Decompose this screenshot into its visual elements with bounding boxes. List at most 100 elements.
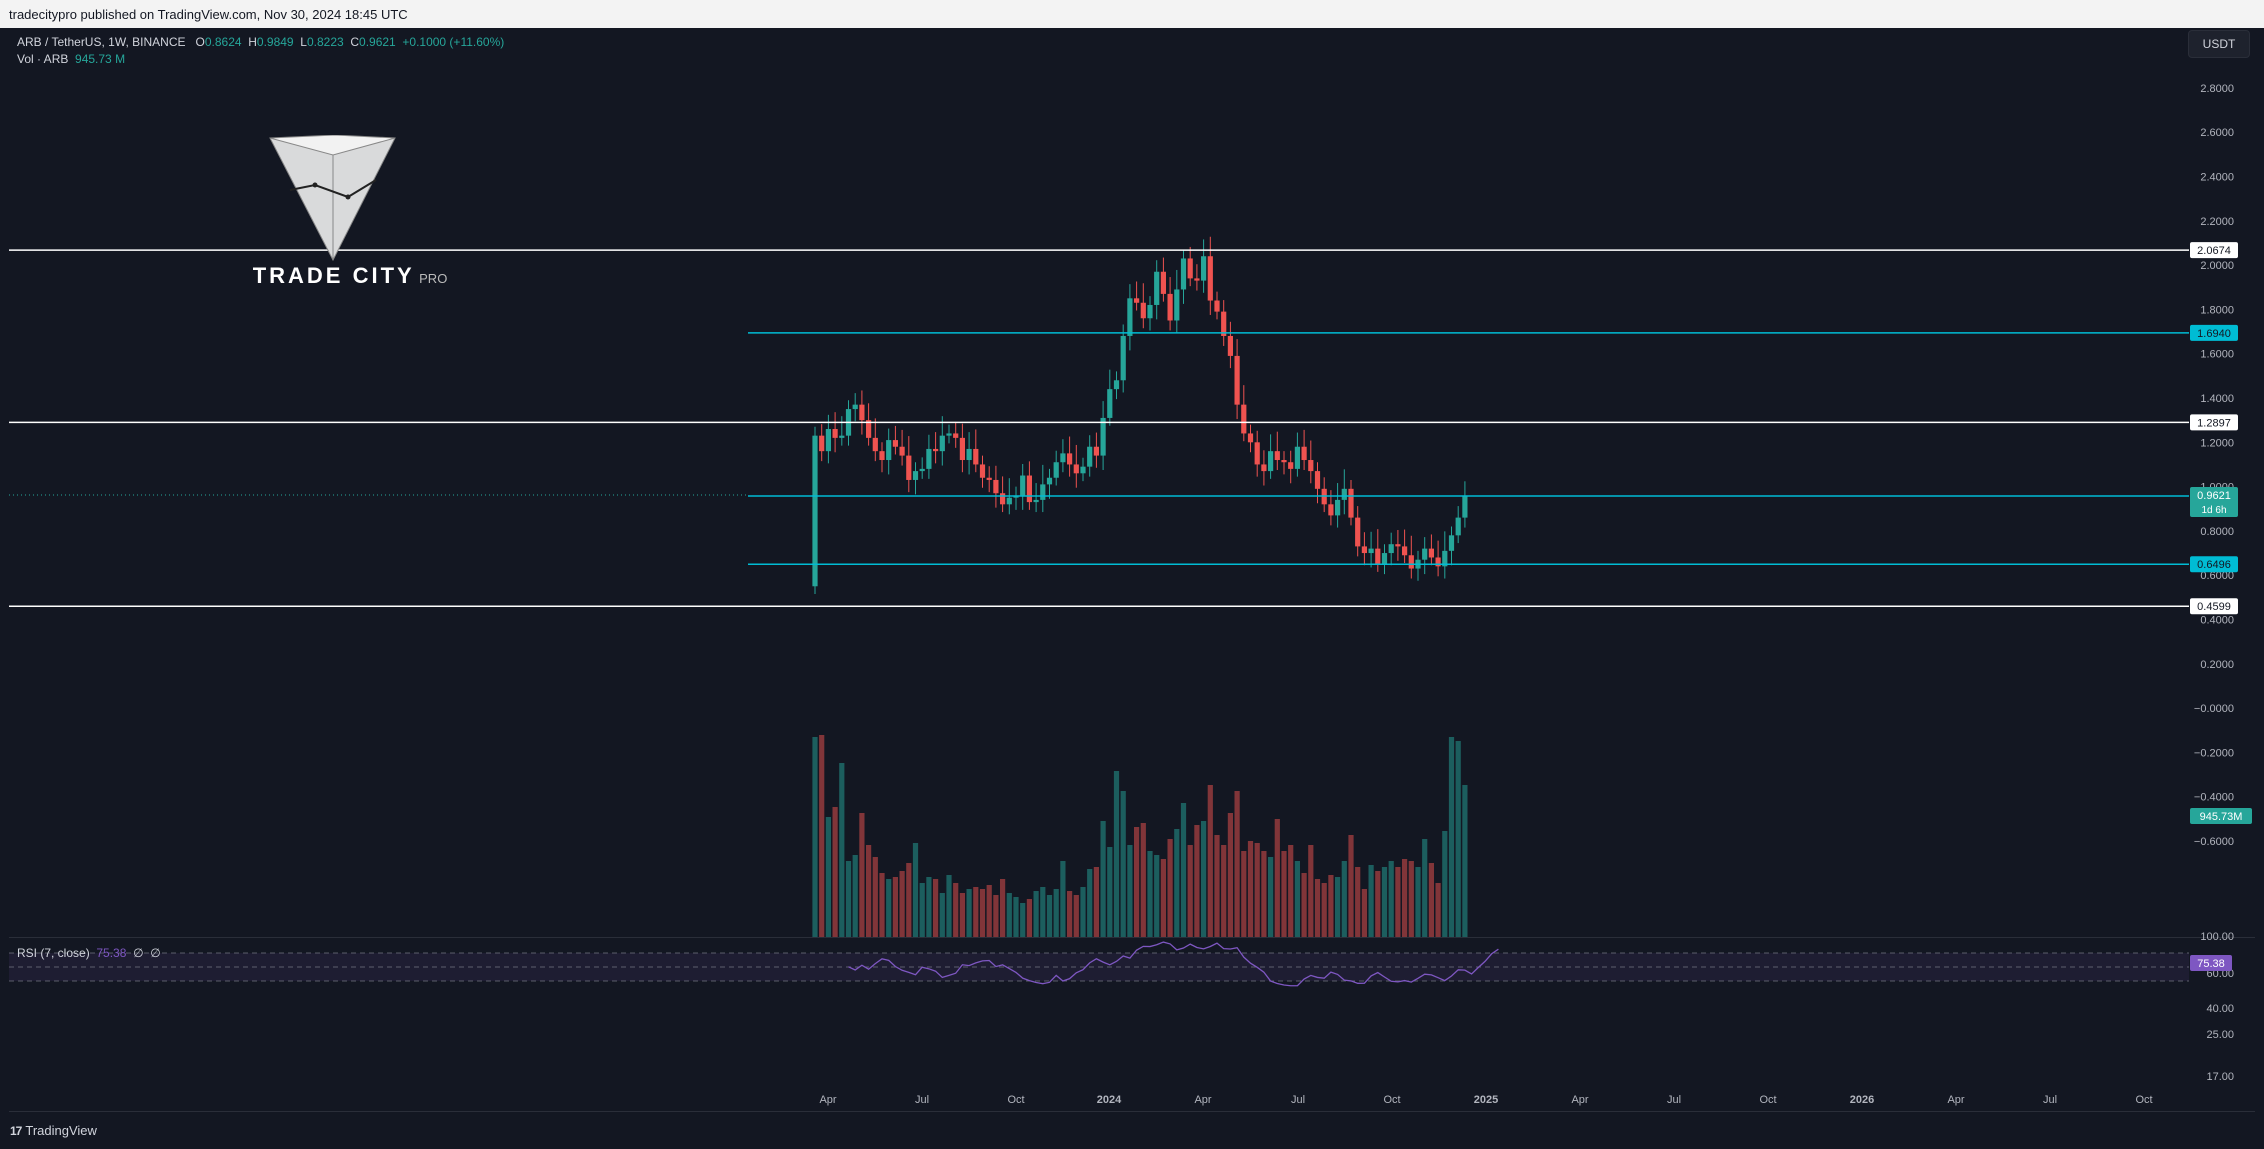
volume-bar — [939, 893, 945, 937]
volume-bar — [1308, 845, 1314, 937]
candle-body — [1268, 451, 1274, 472]
tradingview-logo[interactable]: 17 TradingView — [10, 1123, 97, 1138]
time-axis-tick: 2025 — [1474, 1094, 1498, 1106]
volume-bar — [866, 845, 872, 937]
volume-bar — [1000, 879, 1006, 937]
candle-body — [1422, 548, 1428, 560]
candle-body — [1308, 460, 1314, 472]
volume-bar — [1221, 845, 1227, 937]
candle-body — [1020, 475, 1026, 496]
rsi-extra-2: ∅ — [150, 946, 161, 960]
chart-frame[interactable]: 3.20003.00002.80002.60002.40002.20002.00… — [9, 28, 2255, 1113]
rsi-axis-tick: 40.00 — [2206, 1003, 2234, 1015]
currency-button[interactable]: USDT — [2188, 30, 2250, 58]
volume-bar — [1080, 887, 1086, 937]
price-axis-tick: 1.4000 — [2200, 393, 2234, 405]
candle-body — [1167, 293, 1173, 321]
volume-bar — [1100, 821, 1106, 937]
low-label: L — [300, 35, 307, 49]
volume-bar — [1241, 851, 1247, 937]
candle-body — [1388, 544, 1394, 554]
volume-bar — [1187, 845, 1193, 937]
candle-body — [812, 435, 818, 587]
open-value: 0.8624 — [204, 35, 242, 49]
candle-body — [866, 420, 872, 438]
volume-bar — [1314, 879, 1321, 937]
volume-bar — [1113, 771, 1120, 937]
volume-bar — [1321, 883, 1327, 937]
volume-bar — [973, 887, 979, 937]
rsi-extra-1: ∅ — [133, 946, 144, 960]
candle-body — [1221, 311, 1227, 336]
volume-bar — [1067, 891, 1073, 937]
price-axis-tick: 0.6000 — [2200, 570, 2234, 582]
candle-body — [1127, 298, 1133, 336]
price-axis-tick: 2.8000 — [2200, 83, 2234, 95]
volume-bar — [1442, 831, 1448, 937]
price-axis-tick: 0.8000 — [2200, 526, 2234, 538]
candle-body — [1335, 499, 1341, 516]
candle-body — [946, 433, 952, 436]
time-axis-tick: Oct — [1383, 1094, 1400, 1106]
level-label: 2.0674 — [2197, 245, 2231, 257]
volume-bar — [993, 895, 999, 937]
rsi-tag — [2190, 955, 2232, 971]
volume-bar — [1194, 825, 1200, 937]
candle-body — [1067, 453, 1073, 465]
rsi-value: 75.38 — [96, 946, 127, 960]
volume-bar — [1422, 839, 1428, 937]
time-axis-tick: 2024 — [1097, 1094, 1122, 1106]
volume-bar — [1368, 865, 1374, 937]
volume-bar — [959, 893, 965, 937]
candle-body — [839, 435, 845, 438]
price-axis-tick: 1.2000 — [2200, 437, 2234, 449]
candle-body — [953, 433, 959, 438]
price-axis-tick: −0.4000 — [2194, 792, 2234, 804]
high-value: 0.9849 — [256, 35, 294, 49]
price-axis-tick: 2.0000 — [2200, 260, 2234, 272]
candle-body — [1134, 298, 1140, 303]
candle-body — [1060, 453, 1066, 463]
volume-bar — [1006, 893, 1012, 937]
volume-bar — [1140, 823, 1146, 937]
candle-body — [819, 435, 825, 452]
candle-body — [1435, 557, 1441, 567]
volume-bar — [1288, 845, 1294, 937]
volume-bar — [953, 883, 959, 937]
logo-mark-icon — [269, 134, 396, 262]
candle-body — [1241, 404, 1247, 434]
candle-body — [1455, 517, 1461, 536]
volume-bar — [845, 861, 852, 937]
candle-body — [993, 479, 999, 494]
time-axis-tick: Jul — [915, 1094, 929, 1106]
volume-bar — [892, 877, 898, 937]
volume-bar — [946, 875, 952, 937]
rsi-line — [848, 941, 1499, 987]
candle-body — [1428, 548, 1434, 558]
rsi-axis-tick: 100.00 — [2200, 931, 2234, 943]
time-axis-tick: Jul — [1291, 1094, 1305, 1106]
level-label-bg — [2190, 414, 2238, 431]
candle-body — [1462, 495, 1468, 518]
candle-body — [1053, 462, 1059, 478]
volume-bar — [879, 873, 885, 937]
candle-body — [1361, 546, 1367, 554]
volume-bar — [1388, 861, 1394, 937]
price-axis-tick: 1.8000 — [2200, 304, 2234, 316]
volume-bar — [872, 857, 878, 937]
candle-body — [1368, 548, 1374, 554]
candle-body — [1207, 256, 1213, 301]
volume-bar — [1435, 883, 1441, 937]
volume-bar — [1147, 851, 1153, 937]
candle-body — [926, 448, 932, 469]
volume-bar — [1120, 791, 1126, 937]
candle-body — [1140, 302, 1146, 319]
volume-bar — [1180, 803, 1187, 937]
time-axis-tick: Oct — [1007, 1094, 1024, 1106]
candle-body — [1247, 433, 1254, 443]
candle-body — [1073, 464, 1079, 474]
chart-canvas[interactable]: 3.20003.00002.80002.60002.40002.20002.00… — [9, 28, 2255, 1113]
volume-bar — [1381, 867, 1388, 937]
price-axis-tick: 0.4000 — [2200, 615, 2234, 627]
volume-bar — [1261, 851, 1267, 937]
